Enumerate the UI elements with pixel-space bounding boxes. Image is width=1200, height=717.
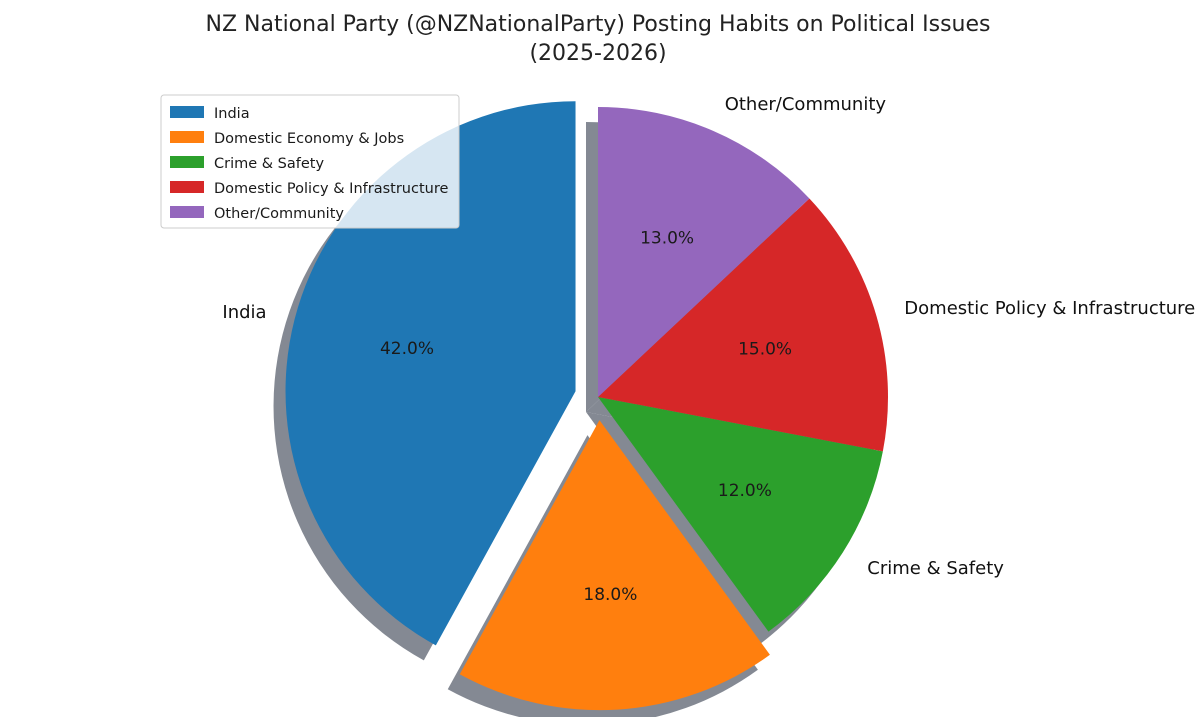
legend-entry-other-community: Other/Community [170, 206, 344, 222]
chart-title-line-1: NZ National Party (@NZNationalParty) Pos… [205, 12, 990, 37]
legend-entry-domestic-economy-and-jobs: Domestic Economy & Jobs [170, 131, 404, 147]
slice-domestic-policy-and-infrastructure [598, 198, 888, 452]
legend-label-india: India [214, 106, 250, 122]
pct-label-domestic-economy-and-jobs: 18.0% [583, 585, 637, 605]
legend-label-crime-and-safety: Crime & Safety [214, 156, 324, 172]
slice-domestic-economy-and-jobs [459, 420, 770, 711]
pct-label-crime-and-safety: 12.0% [718, 481, 772, 501]
pct-label-other-community: 13.0% [640, 228, 694, 248]
legend-swatch-other-community [170, 206, 204, 218]
legend-frame [160, 94, 460, 229]
chart-title-line-2: (2025-2026) [529, 41, 666, 66]
category-label-india: India [222, 302, 266, 323]
legend-swatch-india [170, 106, 204, 118]
legend-swatch-domestic-policy-and-infrastructure [170, 181, 204, 193]
chart-title: NZ National Party (@NZNationalParty) Pos… [205, 12, 990, 66]
legend: India Domestic Economy & Jobs Crime & Safe… [160, 94, 460, 229]
slice-crime-and-safety [598, 397, 883, 632]
category-label-crime-and-safety: Crime & Safety [867, 558, 1004, 579]
legend-label-domestic-policy-and-infrastructure: Domestic Policy & Infrastructure [214, 181, 448, 197]
category-label-other-community: Other/Community [725, 94, 887, 115]
legend-label-other-community: Other/Community [214, 206, 344, 222]
legend-entry-india: India [170, 106, 250, 122]
legend-swatch-crime-and-safety [170, 156, 204, 168]
slice-india [285, 101, 576, 646]
legend-entry-domestic-policy-and-infrastructure: Domestic Policy & Infrastructure [170, 181, 448, 197]
pct-label-domestic-policy-and-infrastructure: 15.0% [738, 340, 792, 360]
legend-label-domestic-economy-and-jobs: Domestic Economy & Jobs [214, 131, 404, 147]
pie-slices [285, 101, 888, 711]
category-label-domestic-policy-and-infrastructure: Domestic Policy & Infrastructure [904, 298, 1195, 319]
pct-label-india: 42.0% [380, 339, 434, 359]
legend-entry-crime-and-safety: Crime & Safety [170, 156, 324, 172]
percentage-labels: 42.0% 18.0% 12.0% 15.0% 13.0% [380, 228, 792, 605]
slice-other-community [598, 107, 810, 397]
legend-swatch-domestic-economy-and-jobs [170, 131, 204, 143]
